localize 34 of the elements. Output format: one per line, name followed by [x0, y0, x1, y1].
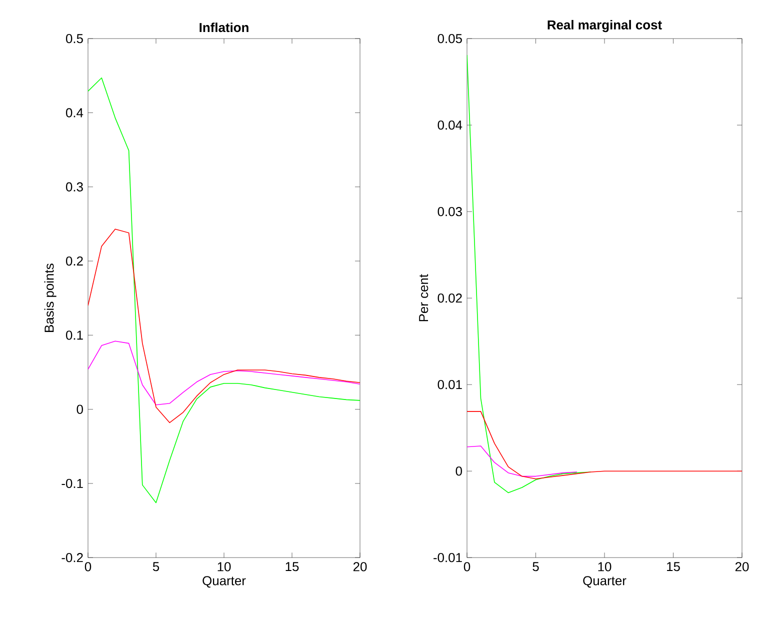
x-tick-label: 20 — [735, 562, 749, 572]
chart-title: Real marginal cost — [548, 20, 662, 32]
y-tick-label: 0.3 — [66, 182, 83, 192]
y-axis-title: Per cent — [419, 274, 428, 322]
y-tick-label: 0.03 — [438, 207, 462, 216]
y-tick-label: -0.1 — [62, 478, 83, 488]
x-tick-label: 15 — [286, 562, 299, 572]
x-tick-label: 20 — [353, 562, 367, 572]
chart-title: Inflation — [200, 22, 248, 32]
x-tick-label: 5 — [152, 562, 160, 572]
line-series — [88, 77, 360, 504]
y-tick-label: 0.05 — [438, 34, 462, 44]
x-axis-title: Quarter — [202, 576, 246, 588]
y-tick-label: 0 — [456, 466, 462, 476]
x-tick-label: 0 — [84, 562, 92, 572]
x-tick-label: 10 — [218, 562, 231, 572]
y-tick-label: -0.01 — [434, 553, 462, 562]
y-tick-label: 0.5 — [66, 34, 83, 44]
y-tick-label: 0.2 — [66, 256, 83, 266]
x-tick-label: 5 — [532, 562, 539, 572]
x-tick-label: 0 — [464, 562, 470, 572]
x-tick-label: 10 — [598, 562, 612, 572]
y-tick-label: 0.01 — [438, 380, 462, 390]
y-axis-title: Basis points — [44, 264, 56, 332]
y-tick-label: -0.2 — [62, 553, 83, 562]
y-tick-label: 0 — [76, 404, 83, 414]
x-axis-title: Quarter — [583, 576, 626, 588]
y-tick-label: 0.4 — [66, 108, 84, 118]
line-series — [467, 54, 592, 494]
y-tick-label: 0.1 — [66, 330, 83, 340]
y-tick-label: 0.04 — [438, 120, 462, 130]
y-tick-label: 0.02 — [438, 294, 462, 303]
line-series — [88, 340, 360, 406]
x-tick-label: 15 — [667, 562, 680, 572]
